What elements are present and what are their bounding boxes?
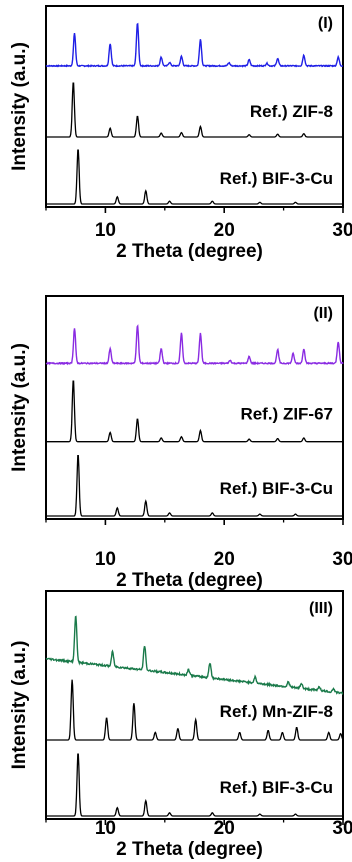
series-label: Ref.) ZIF-8 bbox=[250, 102, 333, 121]
series-line bbox=[46, 753, 343, 817]
x-tick-label: 10 bbox=[95, 549, 116, 570]
series-label: Ref.) BIF-3-Cu bbox=[220, 169, 333, 188]
series-label: Ref.) BIF-3-Cu bbox=[220, 479, 333, 498]
plot-frame bbox=[45, 295, 344, 520]
x-tick-label: 10 bbox=[95, 220, 116, 241]
series-line bbox=[45, 22, 344, 68]
y-axis-label: Intensity (a.u.) bbox=[9, 42, 30, 171]
panel-label: (I) bbox=[318, 15, 333, 32]
x-tick-label: 30 bbox=[332, 220, 352, 241]
x-tick-label: 30 bbox=[332, 818, 352, 839]
series-label: Ref.) ZIF-67 bbox=[240, 404, 333, 423]
series-line bbox=[46, 454, 343, 517]
x-tick-label: 20 bbox=[214, 549, 235, 570]
series-line bbox=[46, 679, 344, 741]
series-line bbox=[46, 82, 343, 138]
x-axis-label: 2 Theta (degree) bbox=[116, 839, 263, 860]
series-label: Ref.) BIF-3-Cu bbox=[220, 778, 333, 797]
panel-label: (III) bbox=[309, 600, 333, 617]
x-tick-label: 20 bbox=[214, 220, 235, 241]
series-line bbox=[45, 324, 344, 366]
series-line bbox=[46, 380, 343, 443]
plot-frame bbox=[45, 5, 344, 208]
plot-frame bbox=[45, 590, 344, 820]
series-line bbox=[46, 149, 343, 205]
x-tick-label: 20 bbox=[214, 818, 235, 839]
x-axis-label: 2 Theta (degree) bbox=[116, 570, 263, 591]
panel-label: (II) bbox=[313, 305, 333, 322]
x-axis-label: 2 Theta (degree) bbox=[116, 241, 263, 262]
y-axis-label: Intensity (a.u.) bbox=[9, 641, 30, 770]
series-line bbox=[45, 615, 344, 695]
series-label: Ref.) Mn-ZIF-8 bbox=[220, 702, 333, 721]
x-tick-label: 10 bbox=[95, 818, 116, 839]
y-axis-label: Intensity (a.u.) bbox=[9, 343, 30, 472]
x-tick-label: 30 bbox=[332, 549, 352, 570]
